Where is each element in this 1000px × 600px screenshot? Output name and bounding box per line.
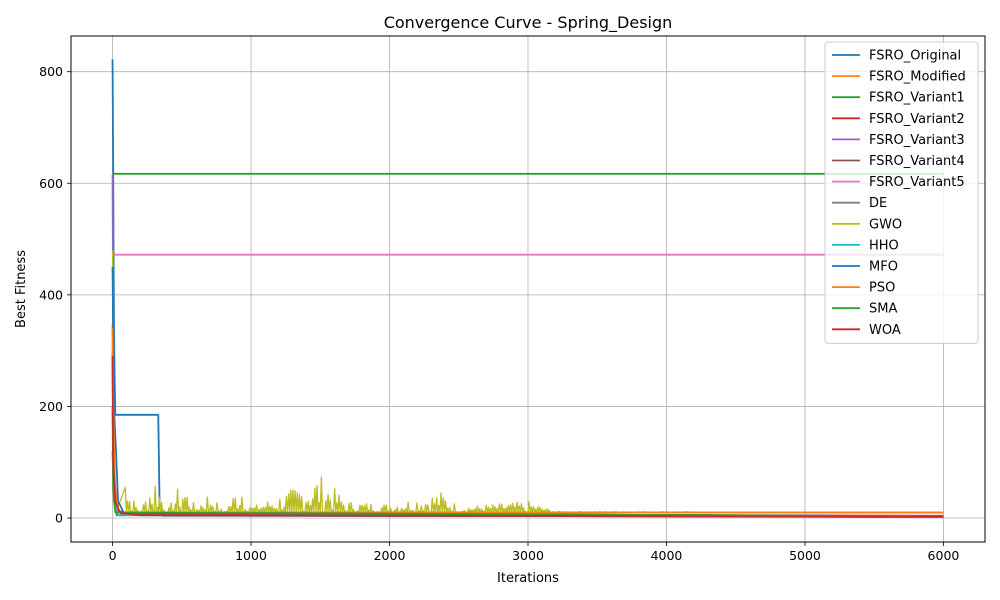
legend-box	[824, 41, 979, 344]
x-tick-label: 2000	[374, 548, 406, 563]
series-layer	[111, 59, 944, 518]
x-tick-label: 4000	[651, 548, 683, 563]
y-tick-label: 800	[39, 64, 63, 79]
legend-entry: MFO	[869, 260, 898, 275]
chart-title: Convergence Curve - Spring_Design	[384, 13, 673, 33]
legend-entry: FSRO_Variant5	[869, 175, 965, 190]
x-tick-label: 3000	[512, 548, 544, 563]
x-tick-label: 1000	[235, 548, 267, 563]
legend-entry: FSRO_Variant4	[869, 154, 965, 169]
x-axis-label: Iterations	[497, 571, 559, 586]
legend-entry: FSRO_Variant3	[869, 133, 965, 148]
x-tick-label: 5000	[789, 548, 821, 563]
y-axis-label: Best Fitness	[14, 250, 29, 328]
legend-entry: SMA	[869, 302, 897, 317]
legend-entry: FSRO_Original	[869, 49, 961, 64]
legend-entry: FSRO_Modified	[869, 70, 966, 85]
legend-entry: PSO	[869, 281, 895, 296]
legend-entry: WOA	[869, 323, 901, 338]
y-tick-label: 400	[39, 287, 63, 302]
legend-entry: HHO	[869, 238, 899, 253]
y-tick-label: 0	[55, 511, 63, 526]
legend: FSRO_Original FSRO_Modified FSRO_Variant1 F…	[824, 41, 979, 344]
x-tick-label: 0	[109, 548, 117, 563]
x-tick-label: 6000	[928, 548, 960, 563]
legend-entry: FSRO_Variant1	[869, 91, 965, 106]
series-line-woa	[111, 356, 944, 518]
legend-entry: FSRO_Variant2	[869, 112, 965, 127]
y-tick-label: 600	[39, 176, 63, 191]
axis-ticks: 0 1000 2000 3000 4000 5000 6000 0 200 400 600 800	[39, 64, 959, 563]
y-tick-label: 200	[39, 399, 63, 414]
legend-entry: DE	[869, 196, 887, 211]
legend-entry: GWO	[869, 217, 902, 232]
